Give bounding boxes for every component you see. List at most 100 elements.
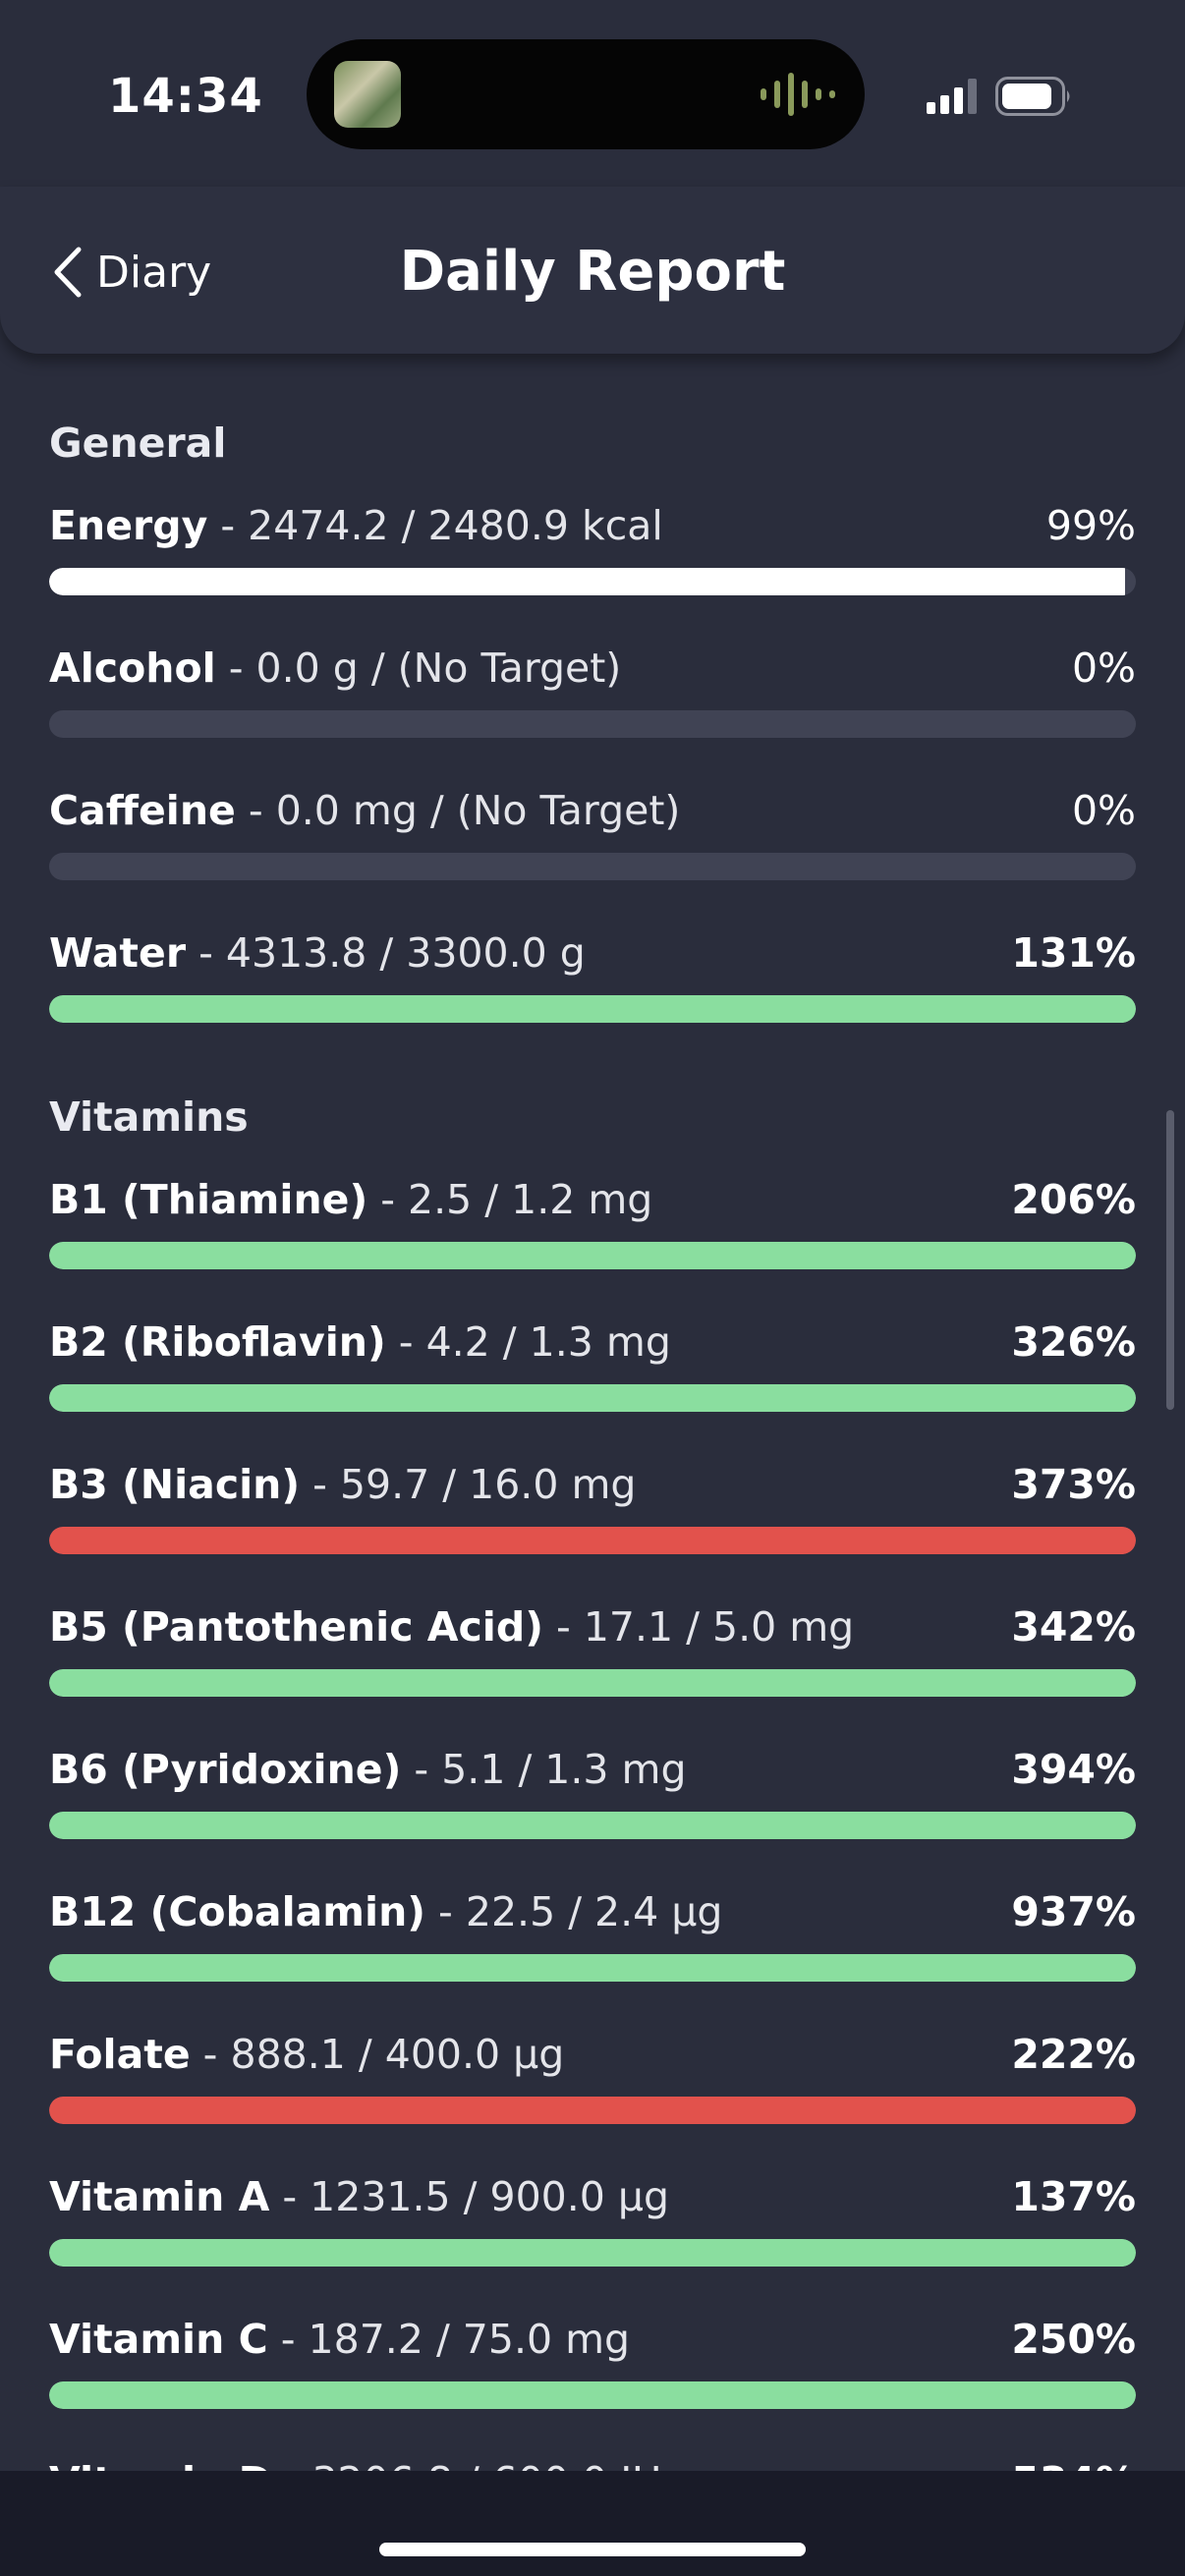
nutrient-label: B2 (Riboflavin) - 4.2 / 1.3 mg (49, 1308, 671, 1376)
nutrient-name: B1 (Thiamine) (49, 1176, 368, 1223)
progress-fill (49, 2381, 1136, 2409)
nutrient-percent: 131% (1011, 929, 1136, 977)
progress-bar (49, 568, 1136, 595)
back-button-label: Diary (96, 247, 212, 298)
progress-bar (49, 2239, 1136, 2267)
progress-fill (49, 995, 1136, 1023)
nutrient-label: Energy - 2474.2 / 2480.9 kcal (49, 491, 663, 560)
chevron-left-icon (54, 247, 82, 298)
dynamic-island[interactable] (307, 39, 865, 149)
nutrient-percent: 250% (1011, 2316, 1136, 2363)
progress-bar (49, 995, 1136, 1023)
nutrient-amount: - 0.0 mg / (No Target) (235, 787, 681, 834)
nutrient-percent: 0% (1071, 644, 1136, 692)
nutrient-percent: 937% (1011, 1888, 1136, 1935)
progress-fill (49, 1527, 1136, 1554)
nutrient-row-b3[interactable]: B3 (Niacin) - 59.7 / 16.0 mg 373% (49, 1450, 1136, 1558)
nutrient-amount: - 5.1 / 1.3 mg (401, 1746, 687, 1793)
nutrient-label: Water - 4313.8 / 3300.0 g (49, 919, 586, 987)
nutrient-amount: - 2474.2 / 2480.9 kcal (207, 502, 663, 549)
nutrient-percent: 137% (1011, 2173, 1136, 2220)
signal-icon (927, 79, 977, 114)
nutrient-amount: - 1231.5 / 900.0 µg (269, 2173, 670, 2220)
nutrient-amount: - 187.2 / 75.0 mg (267, 2316, 631, 2363)
nutrient-amount: - 2.5 / 1.2 mg (367, 1176, 653, 1223)
nutrient-row-caffeine[interactable]: Caffeine - 0.0 mg / (No Target) 0% (49, 776, 1136, 884)
nutrient-percent: 326% (1011, 1318, 1136, 1366)
nutrient-label: Caffeine - 0.0 mg / (No Target) (49, 776, 680, 845)
nutrient-name: B6 (Pyridoxine) (49, 1746, 402, 1793)
nutrient-label: B5 (Pantothenic Acid) - 17.1 / 5.0 mg (49, 1593, 854, 1661)
progress-fill (49, 568, 1125, 595)
home-indicator[interactable] (379, 2543, 806, 2556)
nutrient-name: Alcohol (49, 644, 216, 692)
nutrient-row-b12[interactable]: B12 (Cobalamin) - 22.5 / 2.4 µg 937% (49, 1877, 1136, 1986)
nutrient-amount: - 22.5 / 2.4 µg (425, 1888, 723, 1935)
progress-fill (49, 2097, 1136, 2124)
nutrient-row-energy[interactable]: Energy - 2474.2 / 2480.9 kcal 99% (49, 491, 1136, 599)
nutrient-amount: - 4.2 / 1.3 mg (385, 1318, 671, 1366)
nutrient-row-vitamin-c[interactable]: Vitamin C - 187.2 / 75.0 mg 250% (49, 2305, 1136, 2413)
nutrient-row-water[interactable]: Water - 4313.8 / 3300.0 g 131% (49, 919, 1136, 1027)
nutrient-percent: 373% (1011, 1461, 1136, 1508)
nutrient-name: B2 (Riboflavin) (49, 1318, 386, 1366)
nutrient-percent: 394% (1011, 1746, 1136, 1793)
nutrient-amount: - 888.1 / 400.0 µg (190, 2031, 565, 2078)
nutrient-row-b2[interactable]: B2 (Riboflavin) - 4.2 / 1.3 mg 326% (49, 1308, 1136, 1416)
nutrient-label: Alcohol - 0.0 g / (No Target) (49, 634, 621, 702)
nutrient-name: Energy (49, 502, 208, 549)
progress-fill (49, 1242, 1136, 1269)
nutrient-label: Folate - 888.1 / 400.0 µg (49, 2020, 564, 2089)
nutrient-label: Vitamin A - 1231.5 / 900.0 µg (49, 2162, 669, 2231)
nutrient-row-b5[interactable]: B5 (Pantothenic Acid) - 17.1 / 5.0 mg 34… (49, 1593, 1136, 1701)
progress-fill (49, 1812, 1136, 1839)
progress-bar (49, 2097, 1136, 2124)
progress-bar (49, 2381, 1136, 2409)
section-title-vitamins: Vitamins (49, 1093, 249, 1141)
scrollbar[interactable] (1166, 1110, 1174, 1410)
section-title-general: General (49, 420, 227, 467)
nutrient-label: B12 (Cobalamin) - 22.5 / 2.4 µg (49, 1877, 722, 1946)
nutrient-name: Vitamin A (49, 2173, 270, 2220)
progress-bar (49, 853, 1136, 880)
home-indicator-area (0, 2471, 1185, 2576)
nutrient-row-vitamin-a[interactable]: Vitamin A - 1231.5 / 900.0 µg 137% (49, 2162, 1136, 2270)
nutrient-name: B5 (Pantothenic Acid) (49, 1603, 543, 1651)
nutrient-row-b1[interactable]: B1 (Thiamine) - 2.5 / 1.2 mg 206% (49, 1165, 1136, 1273)
progress-bar (49, 1669, 1136, 1697)
nutrient-name: Vitamin C (49, 2316, 268, 2363)
navigation-bar: Diary Daily Report (0, 187, 1185, 354)
nutrient-label: Vitamin C - 187.2 / 75.0 mg (49, 2305, 630, 2374)
nutrient-label: B1 (Thiamine) - 2.5 / 1.2 mg (49, 1165, 652, 1234)
battery-icon (995, 77, 1070, 116)
nutrient-name: Water (49, 929, 187, 977)
progress-bar (49, 1384, 1136, 1412)
progress-bar (49, 710, 1136, 738)
nutrient-label: B6 (Pyridoxine) - 5.1 / 1.3 mg (49, 1735, 687, 1804)
nutrient-name: Caffeine (49, 787, 236, 834)
audio-waveform-icon (761, 73, 835, 116)
nutrient-percent: 222% (1011, 2031, 1136, 2078)
progress-bar (49, 1812, 1136, 1839)
progress-bar (49, 1527, 1136, 1554)
nutrient-percent: 0% (1071, 787, 1136, 834)
nutrient-amount: - 59.7 / 16.0 mg (300, 1461, 637, 1508)
nutrient-percent: 342% (1011, 1603, 1136, 1651)
nutrient-row-b6[interactable]: B6 (Pyridoxine) - 5.1 / 1.3 mg 394% (49, 1735, 1136, 1843)
nutrient-amount: - 0.0 g / (No Target) (215, 644, 622, 692)
status-bar: 14:34 (0, 0, 1185, 187)
back-button[interactable]: Diary (49, 238, 211, 307)
progress-fill (49, 1384, 1136, 1412)
progress-bar (49, 1954, 1136, 1982)
status-time: 14:34 (108, 69, 263, 124)
now-playing-artwork (334, 61, 401, 128)
nutrient-row-alcohol[interactable]: Alcohol - 0.0 g / (No Target) 0% (49, 634, 1136, 742)
nutrient-name: B3 (Niacin) (49, 1461, 301, 1508)
page-title: Daily Report (399, 240, 786, 304)
nutrient-percent: 99% (1045, 502, 1136, 549)
progress-fill (49, 2239, 1136, 2267)
progress-fill (49, 1669, 1136, 1697)
progress-bar (49, 1242, 1136, 1269)
nutrient-amount: - 17.1 / 5.0 mg (542, 1603, 855, 1651)
nutrient-row-folate[interactable]: Folate - 888.1 / 400.0 µg 222% (49, 2020, 1136, 2128)
